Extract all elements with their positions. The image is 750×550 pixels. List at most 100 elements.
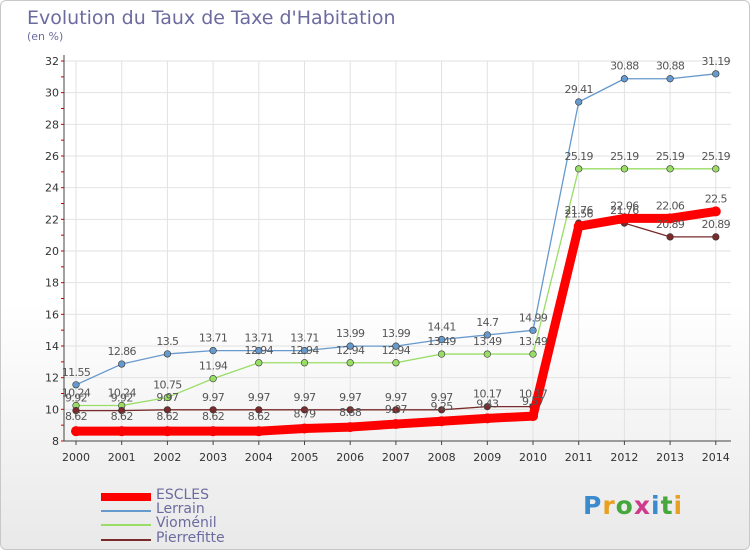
y-tick-label: 8 <box>52 435 59 448</box>
data-label: 9.97 <box>293 391 316 404</box>
data-label: 13.71 <box>199 332 228 345</box>
data-point <box>71 426 81 437</box>
legend-label: Pierrefitte <box>156 530 225 546</box>
data-label: 21.76 <box>564 204 593 217</box>
data-point <box>436 416 447 427</box>
data-label: 29.41 <box>564 83 593 96</box>
data-point <box>300 406 309 414</box>
data-label: 11.94 <box>199 360 228 373</box>
data-point <box>209 375 217 383</box>
data-label: 14.41 <box>427 321 456 334</box>
logo-letter: o <box>615 491 634 520</box>
chart-title: Evolution du Taux de Taxe d'Habitation <box>27 7 396 29</box>
data-point <box>438 350 446 358</box>
data-point <box>529 350 537 358</box>
data-label: 9.97 <box>156 391 179 404</box>
data-point <box>390 419 401 430</box>
data-label: 21.56 <box>564 207 593 220</box>
data-point <box>712 233 720 241</box>
data-point <box>300 359 309 367</box>
data-point <box>438 406 446 414</box>
data-point <box>163 406 171 414</box>
data-point <box>620 75 629 83</box>
y-tick-label: 18 <box>45 277 59 290</box>
data-point <box>209 346 217 355</box>
data-label: 9.97 <box>202 391 225 404</box>
data-label: 8.62 <box>65 410 87 423</box>
x-tick-label: 2014 <box>702 451 730 464</box>
data-label: 22.5 <box>705 192 728 205</box>
data-point <box>346 406 354 414</box>
data-label: 8.88 <box>339 406 362 419</box>
y-tick-label: 10 <box>45 403 59 416</box>
data-label: 8.62 <box>156 410 178 423</box>
data-point <box>116 426 127 437</box>
data-label: 11.55 <box>62 366 91 379</box>
data-label: 21.76 <box>610 204 639 217</box>
legend-swatch <box>101 510 151 512</box>
data-label: 12.94 <box>290 344 319 357</box>
data-label: 25.19 <box>564 150 593 163</box>
data-point <box>118 407 126 415</box>
data-point <box>710 206 721 217</box>
y-tick-label: 16 <box>45 308 59 321</box>
data-point <box>163 350 171 358</box>
data-label: 12.94 <box>382 344 411 357</box>
y-tick-label: 30 <box>45 87 59 100</box>
data-point <box>712 70 720 78</box>
data-point <box>666 75 674 83</box>
y-tick-label: 22 <box>45 213 59 226</box>
data-point <box>255 346 263 355</box>
data-point <box>162 426 173 437</box>
data-label: 22.06 <box>610 199 639 212</box>
data-label: 10.17 <box>473 388 502 401</box>
data-label: 13.99 <box>382 327 411 340</box>
data-label: 10.24 <box>107 387 136 400</box>
data-label: 8.62 <box>248 410 270 423</box>
y-tick-label: 32 <box>45 55 59 68</box>
data-label: 13.49 <box>427 335 456 348</box>
data-label: 8.62 <box>202 410 224 423</box>
data-point <box>666 233 674 241</box>
x-tick-label: 2003 <box>199 451 227 464</box>
data-point <box>255 406 263 414</box>
data-point <box>346 359 354 367</box>
data-point <box>163 393 171 402</box>
legend-label: ESCLES <box>156 487 210 503</box>
data-point <box>665 213 676 224</box>
logo-letter: P <box>583 491 603 520</box>
x-tick-label: 2011 <box>565 451 593 464</box>
data-label: 20.89 <box>702 218 731 231</box>
y-tick-label: 24 <box>45 182 59 195</box>
x-tick-label: 2012 <box>610 451 638 464</box>
data-label: 9.43 <box>476 397 499 410</box>
data-label: 25.19 <box>656 150 685 163</box>
legend-label: Lerrain <box>156 501 205 517</box>
y-tick-label: 26 <box>45 150 59 163</box>
y-tick-label: 20 <box>45 245 59 258</box>
data-point <box>392 342 400 350</box>
x-tick-label: 2006 <box>336 451 364 464</box>
data-point <box>666 165 674 173</box>
chart-subtitle: (en %) <box>27 30 64 43</box>
data-point <box>482 413 493 424</box>
data-label: 14.99 <box>519 311 548 324</box>
data-point <box>300 346 309 355</box>
data-label: 9.97 <box>248 391 271 404</box>
data-label: 9.92 <box>65 392 87 405</box>
proxiti-logo: Proxiti <box>583 491 683 520</box>
data-label: 9.25 <box>431 400 454 413</box>
data-point <box>575 98 583 106</box>
data-label: 20.89 <box>656 218 685 231</box>
logo-letter: t <box>660 491 674 520</box>
data-label: 13.99 <box>336 327 365 340</box>
data-point <box>483 331 491 339</box>
logo-letter: x <box>633 491 651 520</box>
data-label: 30.88 <box>610 60 639 73</box>
x-tick-label: 2008 <box>428 451 456 464</box>
data-label: 25.19 <box>702 150 731 163</box>
y-tick-label: 12 <box>45 372 59 385</box>
x-tick-label: 2010 <box>519 451 547 464</box>
